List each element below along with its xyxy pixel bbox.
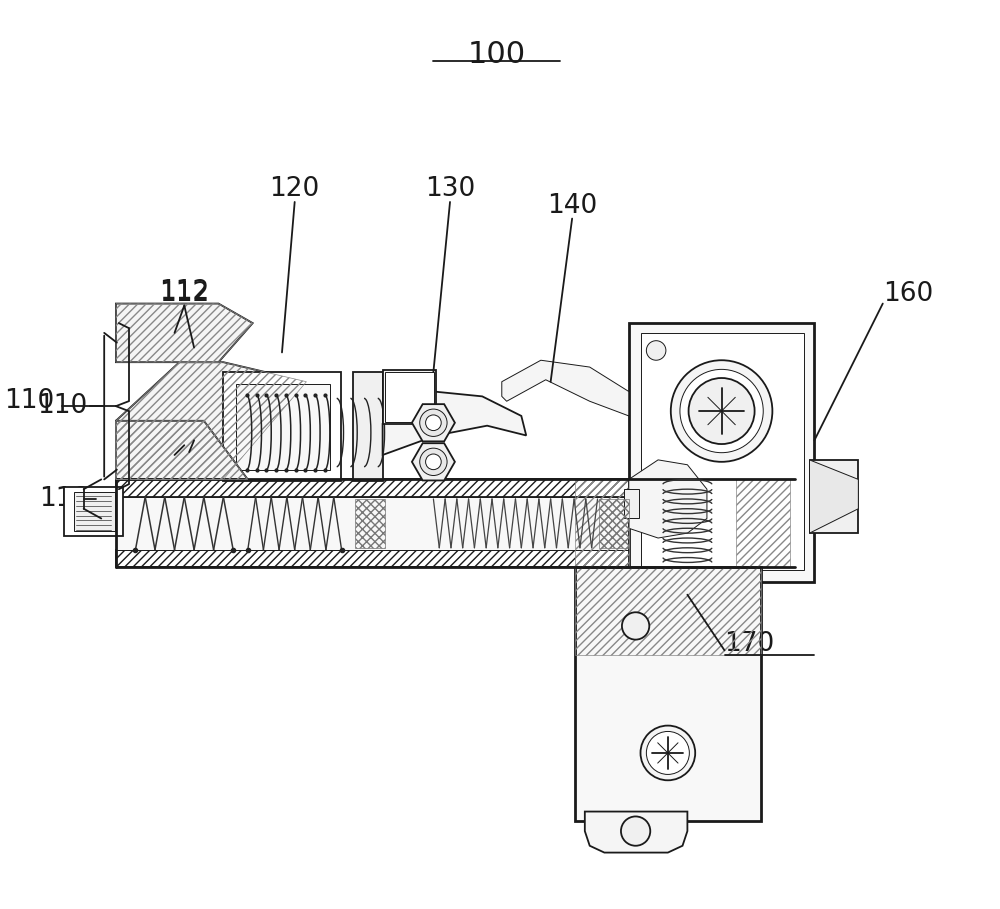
Circle shape: [420, 448, 447, 475]
Circle shape: [641, 725, 695, 780]
Polygon shape: [116, 421, 248, 479]
Polygon shape: [116, 362, 306, 479]
Circle shape: [621, 816, 650, 845]
Text: 100: 100: [468, 40, 526, 69]
Text: 111: 111: [164, 447, 214, 473]
Circle shape: [622, 613, 649, 640]
Bar: [810, 460, 858, 534]
Polygon shape: [383, 392, 526, 455]
Circle shape: [426, 454, 441, 470]
Polygon shape: [116, 304, 253, 362]
Bar: [74, 492, 115, 531]
Bar: [353, 372, 383, 482]
Text: 160: 160: [883, 281, 933, 307]
Bar: [116, 479, 795, 497]
Bar: [736, 479, 790, 567]
Text: 112: 112: [159, 279, 209, 305]
Text: 110: 110: [4, 388, 54, 415]
Circle shape: [680, 369, 763, 453]
Text: 110: 110: [39, 486, 89, 512]
Bar: [64, 487, 123, 536]
Bar: [575, 567, 761, 655]
Polygon shape: [412, 405, 455, 442]
Bar: [385, 372, 434, 422]
Text: 170: 170: [725, 631, 775, 656]
Text: 130: 130: [425, 176, 475, 203]
Bar: [236, 384, 330, 470]
Text: 110: 110: [37, 394, 87, 419]
Bar: [116, 497, 795, 550]
Bar: [116, 550, 795, 567]
Circle shape: [671, 360, 772, 462]
Bar: [223, 372, 341, 482]
Circle shape: [646, 341, 666, 360]
Text: 140: 140: [547, 193, 597, 219]
Bar: [355, 499, 385, 548]
Bar: [575, 479, 629, 567]
Text: 111: 111: [159, 423, 209, 448]
Circle shape: [689, 378, 755, 445]
Text: 120: 120: [270, 176, 320, 203]
Polygon shape: [810, 460, 858, 534]
Circle shape: [420, 409, 447, 436]
Polygon shape: [412, 444, 455, 481]
Bar: [383, 370, 436, 424]
Text: 112: 112: [159, 281, 209, 307]
Circle shape: [426, 415, 441, 431]
Polygon shape: [585, 812, 687, 853]
Polygon shape: [629, 460, 707, 538]
Bar: [575, 567, 761, 822]
Polygon shape: [502, 360, 629, 416]
Bar: [629, 323, 814, 582]
Bar: [624, 489, 639, 518]
Circle shape: [646, 732, 689, 774]
Bar: [641, 333, 804, 570]
Bar: [599, 499, 629, 548]
